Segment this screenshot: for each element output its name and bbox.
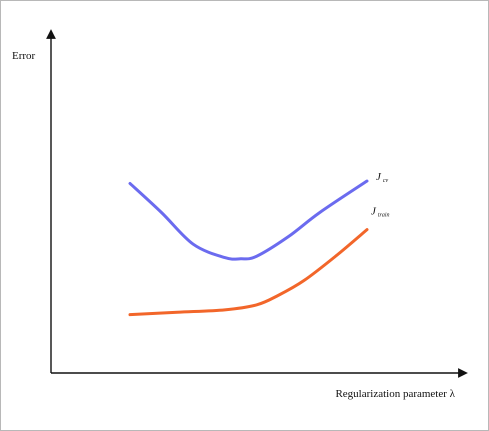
y-axis-label: Error [12, 50, 36, 62]
series-line-cv [128, 179, 369, 261]
series-line-train [128, 228, 369, 317]
x-axis-label: Regularization parameter λ [335, 388, 455, 400]
